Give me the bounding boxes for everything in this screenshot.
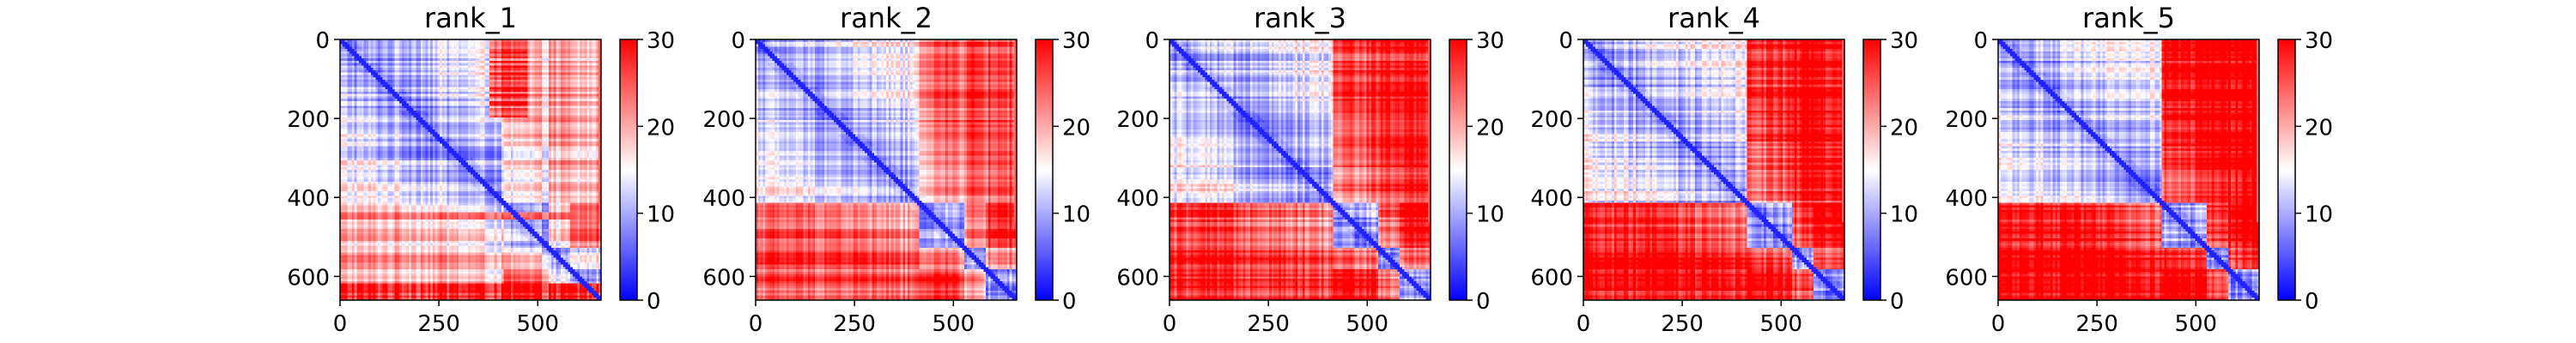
panel-title: rank_1 [424,2,517,34]
heatmap-frame [1583,39,1845,301]
y-tick-label: 400 [1530,186,1573,212]
x-tick-label: 0 [333,311,348,337]
y-tick-label: 600 [287,265,330,291]
x-tick-label: 500 [2174,311,2217,337]
x-tick-label: 250 [417,311,460,337]
y-tick-label: 200 [1530,107,1573,133]
colorbar [2277,39,2296,301]
panel-title: rank_2 [840,2,933,34]
x-tick-label: 250 [2075,311,2118,337]
x-tick-label: 250 [1247,311,1290,337]
colorbar [619,39,638,301]
heatmap-frame [339,39,602,301]
x-tick-label: 500 [1346,311,1388,337]
x-tick-label: 250 [1661,311,1704,337]
colorbar-tick-label: 10 [2305,202,2333,228]
heatmap-image [1583,39,1844,300]
x-tick-label: 500 [1759,311,1802,337]
panel-title: rank_3 [1254,2,1346,34]
colorbar [1449,39,1467,301]
colorbar-tick-label: 10 [1890,202,1918,228]
colorbar-tick-label: 10 [1476,202,1504,228]
colorbar-tick-label: 0 [647,289,661,315]
y-tick-label: 0 [1558,28,1573,54]
y-tick-label: 200 [702,107,745,133]
x-tick-label: 250 [833,311,876,337]
y-tick-label: 0 [1145,28,1159,54]
colorbar-tick-label: 30 [1890,28,1918,54]
y-tick-label: 0 [1973,28,1988,54]
x-tick-label: 500 [516,311,559,337]
colorbar-tick-label: 10 [1062,202,1091,228]
colorbar-tick-label: 30 [1476,28,1504,54]
heatmap-image [756,39,1017,300]
y-tick-label: 400 [1945,186,1988,212]
x-tick-label: 0 [1991,311,2006,337]
y-tick-label: 200 [287,107,330,133]
y-tick-label: 200 [1116,107,1159,133]
x-tick-label: 0 [1577,311,1591,337]
y-tick-label: 200 [1945,107,1988,133]
colorbar [1035,39,1054,301]
heatmap-image [340,39,601,300]
y-tick-label: 400 [1116,186,1159,212]
y-tick-label: 400 [287,186,330,212]
heatmap-frame [755,39,1018,301]
heatmap-frame [1997,39,2260,301]
colorbar-tick-label: 20 [647,115,675,141]
colorbar [1862,39,1881,301]
heatmap-frame [1169,39,1431,301]
colorbar-tick-label: 30 [2305,28,2333,54]
colorbar-tick-label: 20 [1062,115,1091,141]
y-tick-label: 0 [315,28,330,54]
panel-title: rank_4 [1668,2,1760,34]
heatmap-image [1170,39,1431,300]
x-tick-label: 500 [932,311,975,337]
x-tick-label: 0 [1163,311,1177,337]
x-tick-label: 0 [749,311,763,337]
y-tick-label: 600 [1116,265,1159,291]
colorbar-tick-label: 10 [647,202,675,228]
panel-title: rank_5 [2082,2,2175,34]
colorbar-tick-label: 30 [1062,28,1091,54]
y-tick-label: 400 [702,186,745,212]
y-tick-label: 0 [731,28,745,54]
colorbar-tick-label: 30 [647,28,675,54]
y-tick-label: 600 [1945,265,1988,291]
colorbar-tick-label: 0 [1890,289,1905,315]
colorbar-tick-label: 20 [1476,115,1504,141]
colorbar-tick-label: 20 [1890,115,1918,141]
y-tick-label: 600 [1530,265,1573,291]
heatmap-image [1998,39,2259,300]
colorbar-tick-label: 0 [1476,289,1491,315]
colorbar-tick-label: 20 [2305,115,2333,141]
colorbar-tick-label: 0 [1062,289,1077,315]
y-tick-label: 600 [702,265,745,291]
colorbar-tick-label: 0 [2305,289,2319,315]
